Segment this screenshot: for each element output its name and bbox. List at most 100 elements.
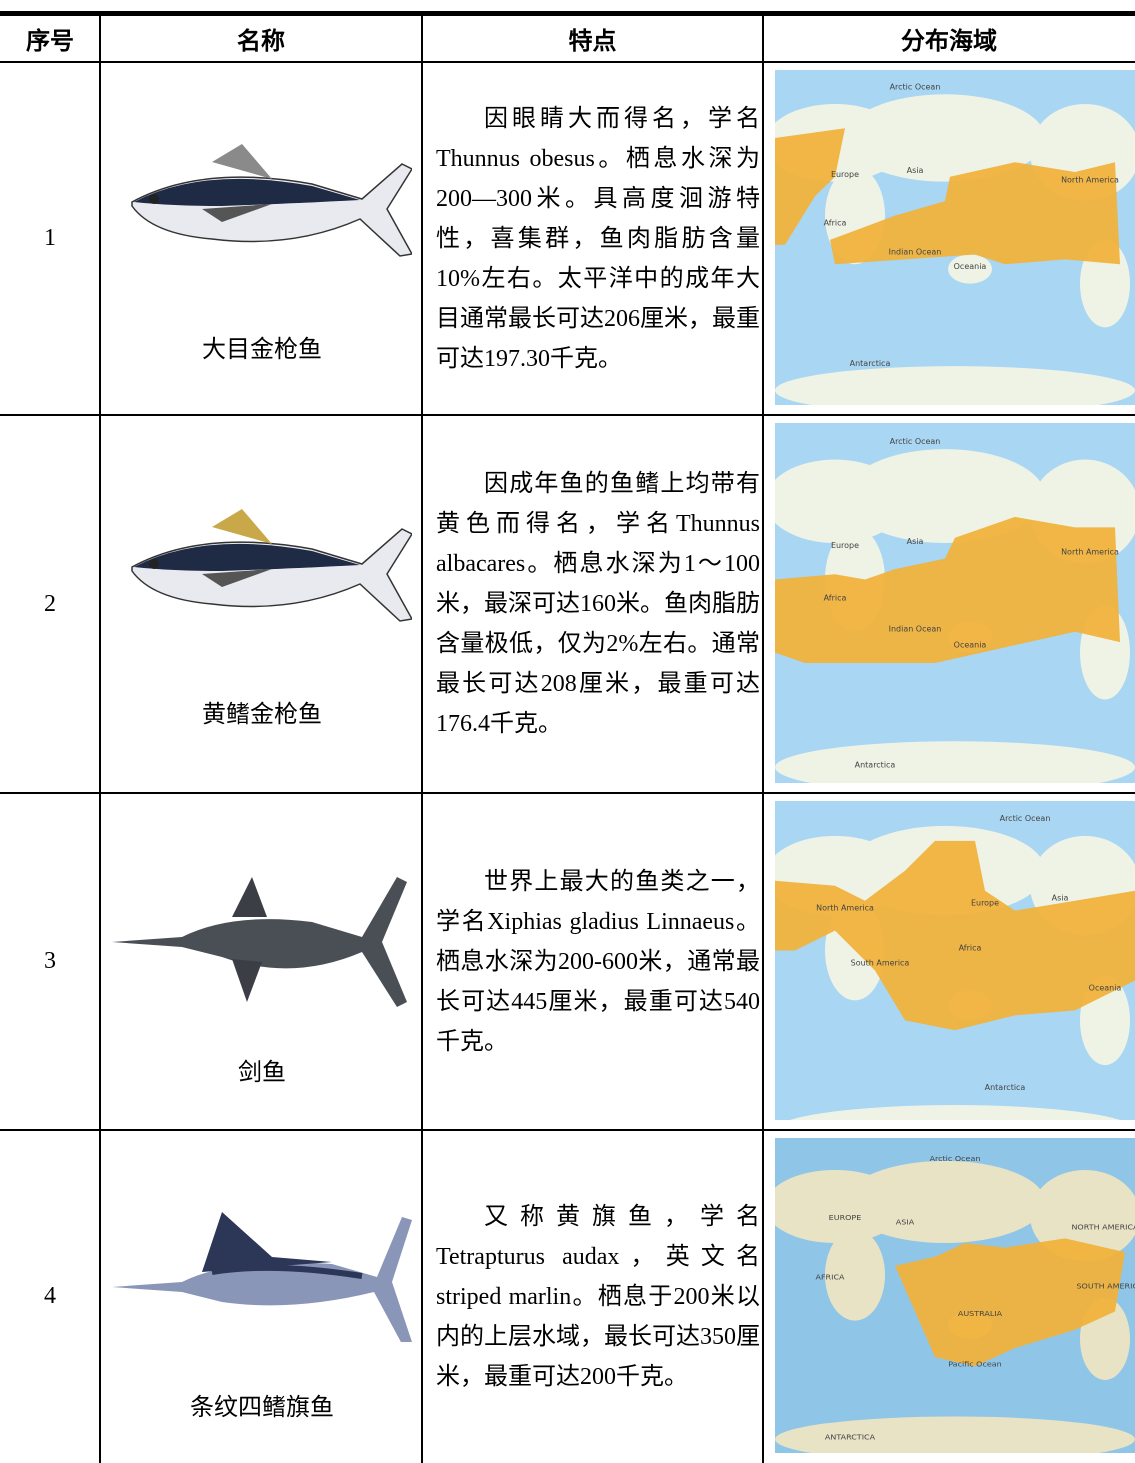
- distribution-map: Arctic Ocean EUROPE ASIA NORTH AMERICA AFRIC…: [775, 1138, 1135, 1453]
- stripe: [211, 1264, 363, 1279]
- fish-body: [112, 876, 407, 1007]
- land: [790, 1105, 1120, 1120]
- map-label: Asia: [1052, 894, 1069, 903]
- land: [825, 1229, 885, 1321]
- row-index: 1: [44, 225, 56, 251]
- map-label: Arctic Ocean: [890, 83, 941, 92]
- header-text: 名称: [237, 26, 285, 55]
- map-label: ANTARCTICA: [825, 1433, 876, 1442]
- col-line: [421, 14, 423, 1463]
- features-text: 因成年鱼的鱼鳍上均带有黄色而得名，学名Thunnus albacares。栖息水…: [436, 471, 760, 737]
- row-index: 2: [44, 590, 56, 617]
- map-label: Oceania: [1089, 983, 1122, 992]
- map-label: Europe: [831, 540, 859, 550]
- map-label: Europe: [831, 170, 859, 179]
- header-cell: 序号: [0, 14, 100, 62]
- features-text: 因眼睛大而得名，学名Thunnus obesus。栖息水深为200—300米。具…: [436, 105, 760, 372]
- fish-name: 大目金枪鱼: [202, 334, 322, 363]
- header-cell: 分布海域: [763, 14, 1135, 62]
- row-line: [0, 792, 1135, 794]
- map-label: Africa: [959, 944, 982, 953]
- col-line: [99, 14, 101, 1463]
- eye: [149, 193, 159, 204]
- map-label: Africa: [824, 592, 847, 602]
- fin: [232, 876, 267, 917]
- fish-body: [131, 528, 412, 622]
- distribution-map: Arctic Ocean Europe Asia North America Afric…: [775, 70, 1135, 405]
- map-label: SOUTH AMERICA: [1076, 1282, 1135, 1291]
- map-label: NORTH AMERICA: [1071, 1223, 1135, 1232]
- map-label: Antarctica: [985, 1083, 1026, 1092]
- header-cell: 特点: [422, 14, 763, 62]
- distribution-area: [775, 840, 1135, 1031]
- map-label: Antarctica: [855, 759, 896, 769]
- distribution-area: [775, 128, 1120, 265]
- land: [1030, 1169, 1135, 1262]
- fish-image: [131, 509, 412, 622]
- row-line: [0, 61, 1135, 63]
- map-label: Oceania: [954, 639, 987, 649]
- land: [775, 1416, 1135, 1453]
- map-label: Oceania: [954, 262, 987, 271]
- features-text: 又称黄旗鱼，学名Tetrapturus audax，英文名striped mar…: [436, 1203, 760, 1390]
- map-label: ASIA: [896, 1218, 915, 1227]
- fish-body: [112, 1216, 412, 1342]
- features-cell: 因眼睛大而得名，学名Thunnus obesus。栖息水深为200—300米。具…: [424, 66, 760, 411]
- fish-name: 条纹四鳍旗鱼: [190, 1392, 334, 1421]
- fin: [212, 509, 272, 544]
- fish-name: 黄鳍金枪鱼: [202, 700, 322, 728]
- map-label: AFRICA: [815, 1273, 845, 1282]
- map-label: North America: [1061, 546, 1119, 556]
- row-line: [0, 1129, 1135, 1131]
- fin: [202, 203, 272, 222]
- map-label: Indian Ocean: [889, 624, 942, 634]
- fish-back: [134, 543, 360, 571]
- fish-image: [112, 1211, 412, 1342]
- map-label: Arctic Ocean: [1000, 814, 1051, 823]
- map-label: EUROPE: [829, 1213, 862, 1222]
- land: [775, 741, 1135, 783]
- fish-body: [131, 162, 412, 257]
- map-label: North America: [816, 904, 874, 913]
- distribution-area: [775, 516, 1120, 663]
- land: [845, 1160, 1045, 1243]
- distribution-map: Arctic Ocean North America Europe Asia Afric…: [775, 801, 1135, 1120]
- fish-name: 剑鱼: [238, 1057, 286, 1086]
- row-index: 3: [44, 948, 56, 974]
- fin: [202, 1211, 332, 1272]
- features-cell: 又称黄旗鱼，学名Tetrapturus audax，英文名striped mar…: [424, 1134, 760, 1459]
- header-text: 特点: [568, 26, 617, 55]
- fin: [202, 569, 272, 587]
- land: [845, 94, 1045, 182]
- distribution-map: Arctic Ocean Europe Asia North America Afric…: [775, 423, 1135, 783]
- map-label: Arctic Ocean: [930, 1154, 981, 1163]
- features-cell: 因成年鱼的鱼鳍上均带有黄色而得名，学名Thunnus albacares。栖息水…: [424, 419, 760, 789]
- fish-image: [112, 876, 407, 1007]
- fin: [212, 143, 272, 179]
- header-text: 序号: [26, 26, 74, 55]
- top-border: [0, 11, 1135, 16]
- header-text: 分布海域: [901, 26, 997, 55]
- map-label: Antarctica: [850, 359, 891, 368]
- fish-back: [134, 178, 360, 206]
- map-label: South America: [851, 958, 910, 967]
- map-label: Arctic Ocean: [890, 436, 941, 446]
- map-label: AUSTRALIA: [958, 1309, 1003, 1318]
- row-line: [0, 414, 1135, 416]
- land: [845, 449, 1045, 543]
- map-label: Asia: [907, 536, 924, 546]
- row-index: 4: [44, 1283, 56, 1309]
- features-cell: 世界上最大的鱼类之一，学名Xiphias gladius Linnaeus。栖息…: [424, 797, 760, 1126]
- eye: [149, 559, 159, 569]
- map-label: Africa: [824, 218, 847, 227]
- header-cell: 名称: [100, 14, 422, 62]
- land: [948, 254, 992, 284]
- map-label: North America: [1061, 176, 1119, 185]
- fin: [232, 958, 262, 1002]
- map-label: Indian Ocean: [889, 248, 942, 257]
- land: [775, 366, 1135, 405]
- features-text: 世界上最大的鱼类之一，学名Xiphias gladius Linnaeus。栖息…: [436, 868, 760, 1055]
- col-line: [762, 14, 764, 1463]
- map-label: Europe: [971, 899, 999, 908]
